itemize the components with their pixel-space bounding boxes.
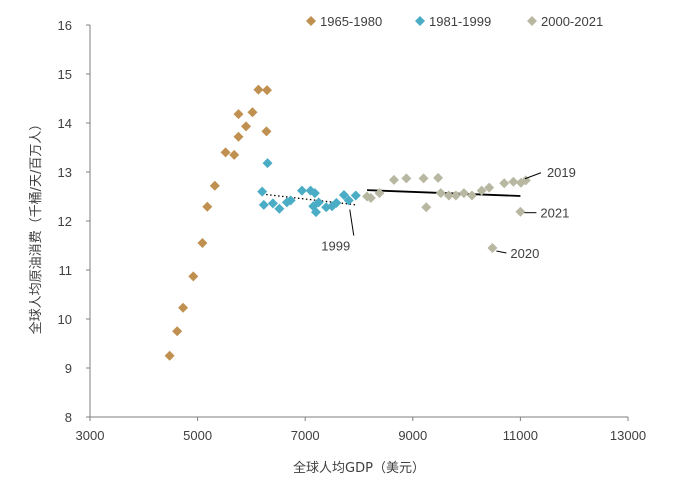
point-1965-1980 — [262, 85, 273, 96]
x-tick-label: 7000 — [291, 428, 320, 443]
point-1965-1980 — [164, 350, 175, 361]
point-2000-2021 — [443, 190, 454, 201]
x-tick-label: 3000 — [76, 428, 105, 443]
point-2000-2021 — [508, 176, 519, 187]
legend-marker — [306, 16, 316, 26]
legend-marker — [415, 16, 425, 26]
x-tick-label: 5000 — [183, 428, 212, 443]
point-1981-1999 — [257, 186, 268, 197]
x-tick-label: 9000 — [398, 428, 427, 443]
point-2000-2021 — [499, 178, 510, 189]
point-1981-1999 — [267, 198, 278, 209]
point-2000-2021 — [450, 190, 461, 201]
point-1981-1999 — [343, 195, 354, 206]
point-2000-2021 — [433, 172, 444, 183]
point-1965-1980 — [261, 126, 272, 137]
point-1981-1999 — [309, 188, 320, 199]
point-2000-2021 — [435, 188, 446, 199]
annotation-label: 2021 — [540, 206, 569, 221]
point-2000-2021 — [466, 190, 477, 201]
x-tick-label: 13000 — [610, 428, 646, 443]
y-tick-label: 15 — [58, 67, 72, 82]
point-2000-2021 — [365, 192, 376, 203]
x-tick-label: 11000 — [503, 428, 538, 443]
point-1981-1999 — [338, 190, 349, 201]
legend-label: 2000-2021 — [541, 14, 603, 29]
point-1981-1999 — [274, 203, 285, 214]
point-1981-1999 — [310, 207, 321, 218]
y-tick-label: 10 — [58, 312, 72, 327]
point-2000-2021 — [458, 188, 469, 199]
point-1965-1980 — [247, 107, 258, 118]
point-1965-1980 — [178, 302, 189, 313]
point-2000-2021 — [421, 202, 432, 213]
point-2000-2021 — [418, 173, 429, 184]
point-2000-2021 — [476, 185, 487, 196]
legend-label: 1981-1999 — [429, 14, 491, 29]
point-1981-1999 — [350, 190, 361, 201]
point-2000-2021 — [515, 206, 526, 217]
annotation-leader — [349, 209, 355, 236]
annotation-label: 1999 — [321, 239, 350, 254]
annotation-label: 2019 — [547, 165, 576, 180]
y-axis-label: 全球人均原油消费（千桶/天/百万人） — [28, 118, 44, 335]
point-1965-1980 — [172, 326, 183, 337]
point-1965-1980 — [233, 131, 244, 142]
point-1981-1999 — [331, 197, 342, 208]
y-tick-label: 14 — [58, 116, 72, 131]
data-points — [164, 84, 531, 361]
point-2000-2021 — [484, 182, 495, 193]
point-2000-2021 — [487, 242, 498, 253]
point-1965-1980 — [220, 147, 231, 158]
legend-marker — [527, 16, 537, 26]
y-tick-label: 11 — [59, 263, 73, 278]
point-1981-1999 — [258, 199, 269, 210]
y-tick-label: 12 — [58, 214, 72, 229]
y-tick-label: 16 — [58, 18, 72, 33]
y-tick-label: 13 — [58, 165, 72, 180]
point-1981-1999 — [285, 195, 296, 206]
annotations: 1999 2019 2021 2020 — [321, 165, 576, 261]
point-1965-1980 — [241, 121, 252, 132]
legend-label: 1965-1980 — [320, 14, 382, 29]
point-2000-2021 — [401, 173, 412, 184]
axes: 3000 5000 7000 9000 11000 13000 8 9 10 11 12 13 14 15… — [58, 18, 647, 443]
point-1965-1980 — [209, 180, 220, 191]
point-1965-1980 — [253, 84, 264, 95]
y-tick-label: 9 — [65, 361, 72, 376]
point-1981-1999 — [262, 158, 273, 169]
point-1981-1999 — [313, 197, 324, 208]
point-2000-2021 — [374, 188, 385, 199]
annotation-leader — [524, 172, 542, 180]
annotation-leader — [496, 250, 507, 254]
point-1965-1980 — [233, 109, 244, 120]
point-1981-1999 — [296, 185, 307, 196]
x-axis-label: 全球人均GDP（美元） — [293, 460, 425, 476]
legend: 1965-1980 1981-1999 2000-2021 — [306, 14, 603, 29]
point-1965-1980 — [188, 271, 199, 282]
y-tick-label: 8 — [65, 410, 72, 425]
point-1965-1980 — [197, 238, 208, 249]
point-1965-1980 — [202, 201, 213, 212]
annotation-label: 2020 — [510, 246, 539, 261]
point-1965-1980 — [229, 149, 240, 160]
point-2000-2021 — [388, 174, 399, 185]
